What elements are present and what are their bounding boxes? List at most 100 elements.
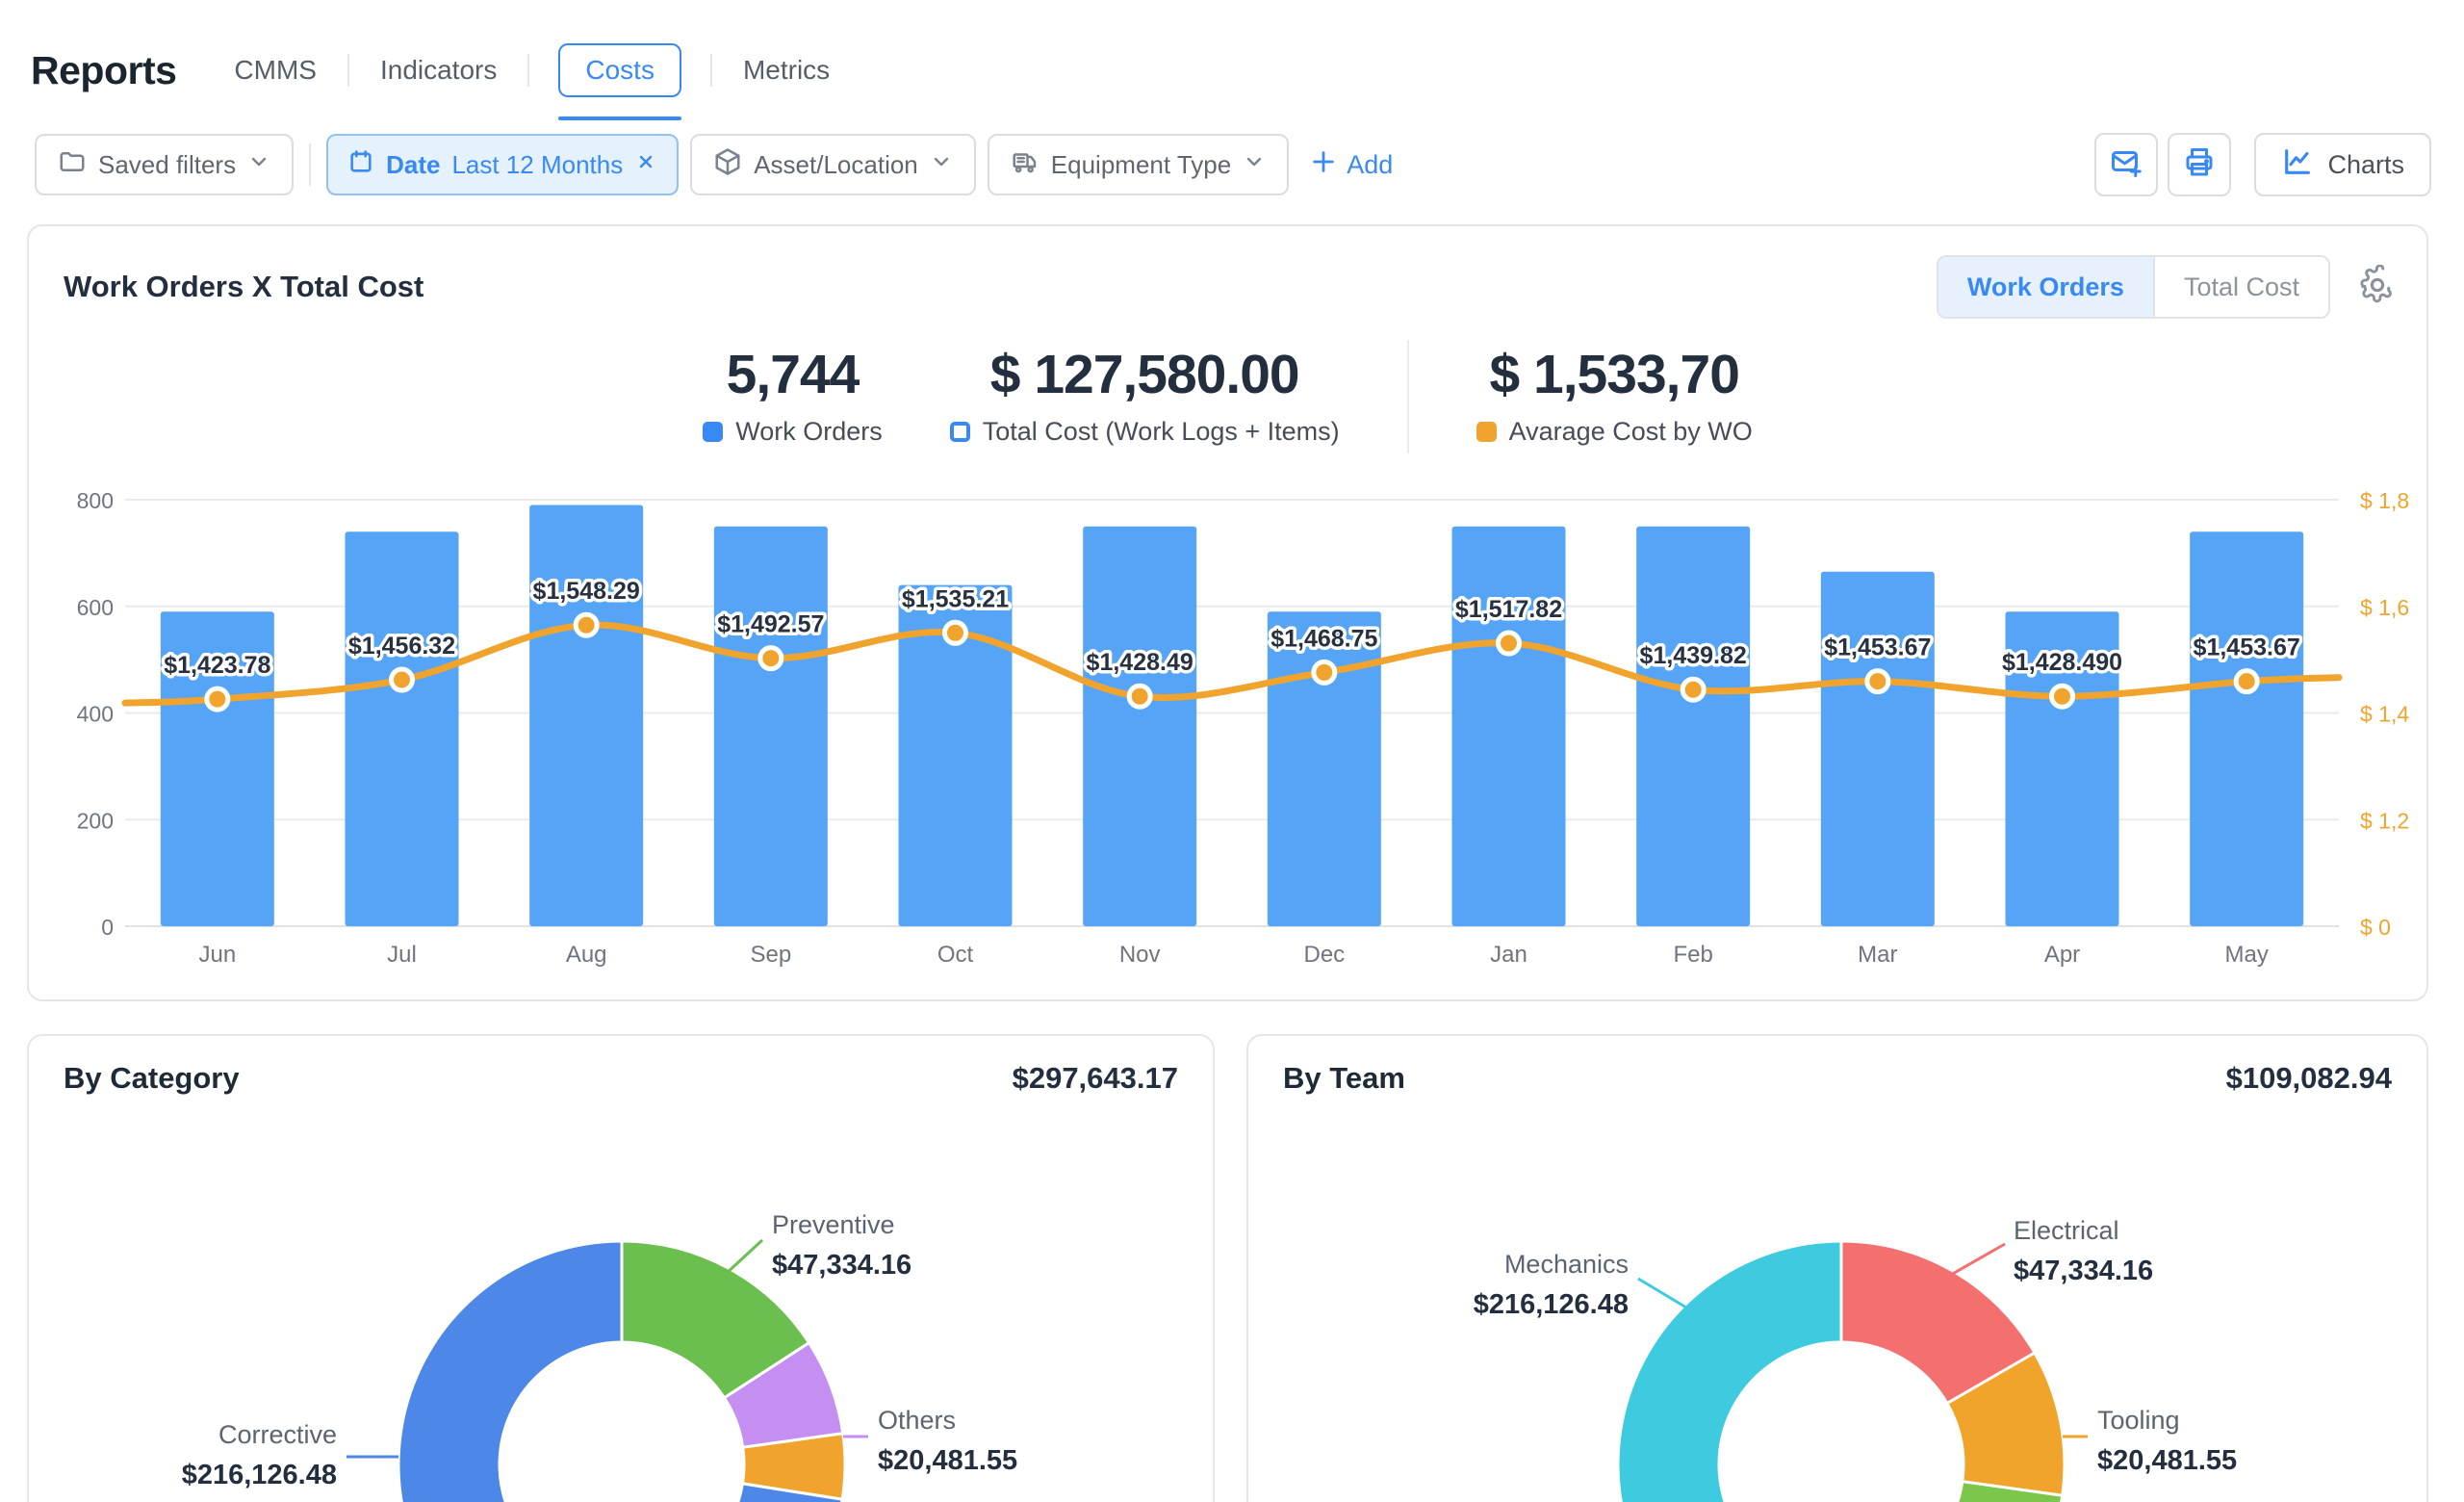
header: Reports CMMS Indicators Costs Metrics xyxy=(31,17,832,123)
print-button[interactable] xyxy=(2168,133,2232,196)
toggle-work-orders[interactable]: Work Orders xyxy=(1938,257,2153,317)
work-orders-bar xyxy=(1267,611,1381,926)
filter-bar: Saved filters Date Last 12 Months Asset/… xyxy=(35,133,2431,196)
saved-filters-label: Saved filters xyxy=(98,149,237,179)
work-orders-bar xyxy=(529,505,644,926)
gear-icon xyxy=(2357,263,2398,310)
by-category-card: By Category $297,643.17 Preventive $47,33… xyxy=(27,1034,1215,1502)
donut-segment-corrective xyxy=(397,1239,844,1502)
donut-segment-label: Preventive xyxy=(772,1210,895,1239)
stats-divider xyxy=(1406,340,1409,453)
average-cost-line xyxy=(121,621,2343,707)
average-cost-point-label: $1,423.78 xyxy=(164,652,270,679)
tab-metrics[interactable]: Metrics xyxy=(742,55,831,85)
work-orders-cost-card: Work Orders X Total Cost Work Orders Tot… xyxy=(27,224,2428,1001)
month-label: Feb xyxy=(1673,942,1712,968)
chevron-down-icon xyxy=(930,150,953,180)
tab-costs[interactable]: Costs xyxy=(558,43,681,120)
page-title: Reports xyxy=(31,47,177,92)
date-filter-chip[interactable]: Date Last 12 Months xyxy=(326,134,680,195)
tab-divider xyxy=(709,54,712,87)
average-cost-point-label: $1,456.32 xyxy=(348,633,455,660)
month-label: Sep xyxy=(750,942,791,968)
month-label: Jan xyxy=(1490,942,1527,968)
equipment-type-label: Equipment Type xyxy=(1050,149,1232,179)
plus-icon xyxy=(1310,148,1337,182)
close-icon[interactable] xyxy=(634,150,657,180)
add-filter-button[interactable]: Add xyxy=(1310,148,1393,182)
charts-button[interactable]: Charts xyxy=(2254,133,2431,196)
average-cost-point xyxy=(942,619,968,646)
by-team-donut-chart: Electrical $47,334.16 Tooling $20,481.55 Mec… xyxy=(1474,1216,2237,1502)
donut-segment-label: Electrical xyxy=(2014,1216,2119,1245)
total-cost-legend-marker xyxy=(949,422,970,443)
average-cost-point xyxy=(1864,668,1891,695)
stat-work-orders-label: Work Orders xyxy=(735,417,883,447)
tab-indicators[interactable]: Indicators xyxy=(379,55,498,85)
left-axis-tick: 400 xyxy=(77,702,114,727)
stat-total-cost: $ 127,580.00 Total Cost (Work Logs + Ite… xyxy=(949,346,1340,448)
tab-divider xyxy=(527,54,530,87)
average-cost-point xyxy=(2049,683,2075,710)
chevron-down-icon xyxy=(1243,150,1266,180)
average-cost-legend-marker xyxy=(1476,422,1497,443)
chart-settings-button[interactable] xyxy=(2357,263,2398,310)
by-team-title: By Team xyxy=(1283,1061,1405,1095)
asset-location-button[interactable]: Asset/Location xyxy=(690,134,976,195)
stat-average-cost: $ 1,533,70 Avarage Cost by WO xyxy=(1476,346,1753,448)
donut-segment-amount: $216,126.48 xyxy=(1474,1289,1629,1320)
donut-segment-label: Tooling xyxy=(2097,1406,2180,1435)
main-chart-header: Work Orders X Total Cost Work Orders Tot… xyxy=(64,255,2398,319)
add-label: Add xyxy=(1347,149,1394,179)
donut-segment-other xyxy=(1956,1479,2065,1502)
by-category-total: $297,643.17 xyxy=(1012,1061,1178,1095)
month-label: Mar xyxy=(1858,942,1897,968)
send-report-button[interactable] xyxy=(2094,133,2159,196)
folder-icon xyxy=(58,147,87,183)
donut-segment-amount: $20,481.55 xyxy=(2097,1445,2237,1476)
stat-work-orders: 5,744 Work Orders xyxy=(703,343,883,448)
donut-segment-amount: $20,481.55 xyxy=(878,1445,1017,1476)
month-label: Nov xyxy=(1119,942,1161,968)
forklift-icon xyxy=(1011,147,1040,183)
average-cost-point-label: $1,468.75 xyxy=(1270,625,1377,652)
work-orders-cost-chart: 0 $ 0 200 $ 1,2 400 $ 1,4 600 $ 1,6 800 $ 1,8 Jun J… xyxy=(77,488,2410,968)
line-chart-icon xyxy=(2281,145,2314,185)
work-orders-bar xyxy=(2005,611,2119,926)
average-cost-point xyxy=(757,645,784,672)
average-cost-point xyxy=(2233,668,2260,695)
stat-work-orders-value: 5,744 xyxy=(726,343,860,405)
summary-stats: 5,744 Work Orders $ 127,580.00 Total Cos… xyxy=(29,340,2426,453)
filter-actions: Charts xyxy=(2094,133,2431,196)
left-axis-tick: 600 xyxy=(77,595,114,620)
work-orders-bar xyxy=(1636,526,1751,926)
date-chip-label: Date xyxy=(386,149,441,179)
month-label: Jul xyxy=(387,942,417,968)
mail-add-icon xyxy=(2109,145,2143,185)
left-axis-tick: 800 xyxy=(77,488,114,513)
average-cost-point-label: $1,517.82 xyxy=(1455,596,1562,623)
toggle-total-cost[interactable]: Total Cost xyxy=(2152,257,2328,317)
printer-icon xyxy=(2182,145,2217,185)
average-cost-point xyxy=(389,666,415,693)
calendar-icon xyxy=(347,148,374,182)
stat-total-cost-label: Total Cost (Work Logs + Items) xyxy=(982,417,1340,447)
equipment-type-button[interactable]: Equipment Type xyxy=(987,134,1290,195)
donut-leader-line xyxy=(1950,1242,2006,1277)
work-orders-bar xyxy=(160,611,274,926)
donut-leader-line xyxy=(723,1238,764,1277)
average-cost-point xyxy=(1680,676,1707,703)
series-toggle: Work Orders Total Cost xyxy=(1936,255,2330,319)
work-orders-legend-marker xyxy=(703,422,724,443)
month-label: May xyxy=(2224,942,2268,968)
month-label: Jun xyxy=(198,942,236,968)
donut-segment-mechanics xyxy=(1616,1239,1843,1502)
tab-bar: CMMS Indicators Costs Metrics xyxy=(232,43,832,120)
month-label: Apr xyxy=(2044,942,2080,968)
tab-cmms[interactable]: CMMS xyxy=(234,55,317,85)
work-orders-bar xyxy=(713,526,828,926)
average-cost-point-label: $1,453.67 xyxy=(2194,634,2300,661)
average-cost-point-label: $1,453.67 xyxy=(1824,634,1931,661)
saved-filters-button[interactable]: Saved filters xyxy=(35,134,295,195)
average-cost-point-label: $1,492.57 xyxy=(717,611,824,638)
